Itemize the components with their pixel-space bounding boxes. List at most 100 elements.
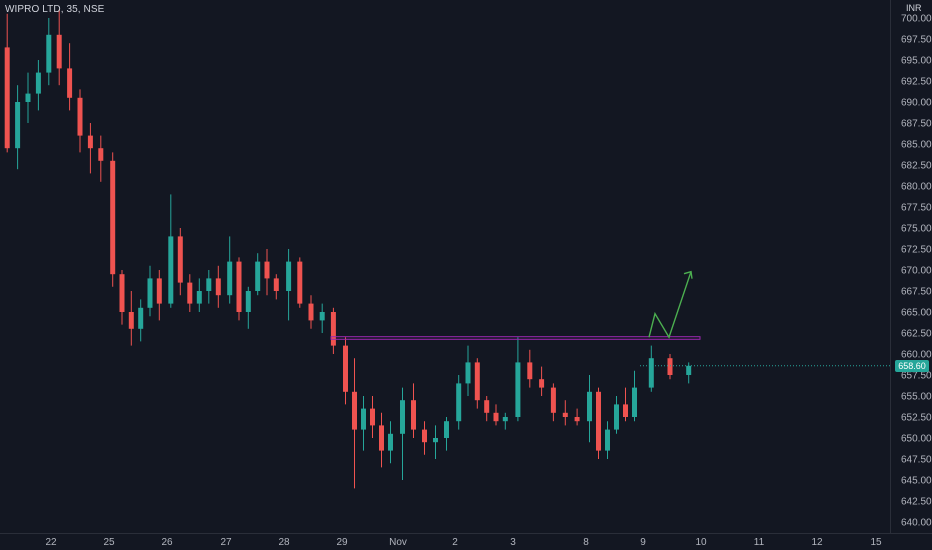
time-tick-label: 15 xyxy=(870,537,882,548)
price-tick-label: 645.00 xyxy=(901,476,932,487)
candle-body xyxy=(515,362,521,417)
time-tick-label: 3 xyxy=(510,537,516,548)
candles-layer xyxy=(4,9,692,489)
candle-body xyxy=(667,358,673,375)
candle-body xyxy=(15,102,21,149)
time-tick-label: 27 xyxy=(220,537,232,548)
candle-body xyxy=(187,282,193,304)
price-tick-label: 675.00 xyxy=(901,224,932,235)
projection-arrow[interactable] xyxy=(648,271,692,339)
candle-body xyxy=(623,404,628,417)
candle-body xyxy=(56,34,62,69)
candle-body xyxy=(77,97,83,136)
price-tick-label: 687.50 xyxy=(901,119,932,130)
candle-body xyxy=(527,362,533,380)
candle-body xyxy=(67,68,73,98)
time-tick-label: 28 xyxy=(278,537,290,548)
candle-body xyxy=(502,417,508,422)
time-tick-label: 12 xyxy=(811,537,823,548)
candle-body xyxy=(648,358,654,388)
price-tick-label: 697.50 xyxy=(901,35,932,46)
time-tick-label: 26 xyxy=(161,537,173,548)
time-tick-label: 22 xyxy=(45,537,57,548)
candle-body xyxy=(614,404,619,430)
time-tick-label: 8 xyxy=(583,537,589,548)
price-tick-label: 660.00 xyxy=(901,350,932,361)
currency-label: INR xyxy=(906,3,922,13)
candle-body xyxy=(632,387,637,417)
price-tick-label: 690.00 xyxy=(901,98,932,109)
candle-body xyxy=(110,160,116,275)
candle-body xyxy=(255,261,261,291)
candle-body xyxy=(596,391,601,451)
candle-body xyxy=(686,365,692,375)
candle-body xyxy=(156,278,162,304)
candle-body xyxy=(330,312,336,346)
candle-body xyxy=(286,261,292,291)
candle-body xyxy=(400,400,405,434)
candle-body xyxy=(539,379,545,388)
price-tick-label: 652.50 xyxy=(901,413,932,424)
candle-body xyxy=(370,408,375,426)
price-tick-label: 700.00 xyxy=(901,14,932,25)
resistance-line[interactable] xyxy=(330,336,701,340)
price-tick-label: 670.00 xyxy=(901,266,932,277)
candle-body xyxy=(264,261,270,279)
candle-body xyxy=(587,391,592,422)
candle-body xyxy=(352,391,357,430)
candle-body xyxy=(196,291,202,304)
candle-body xyxy=(98,148,104,161)
price-tick-label: 667.50 xyxy=(901,287,932,298)
candle-body xyxy=(465,362,471,384)
price-tick-label: 695.00 xyxy=(901,56,932,67)
price-tick-label: 677.50 xyxy=(901,203,932,214)
price-tick-label: 642.50 xyxy=(901,497,932,508)
price-tick-label: 692.50 xyxy=(901,77,932,88)
candle-body xyxy=(474,362,480,401)
candle-body xyxy=(236,261,242,312)
candle-body xyxy=(308,303,314,321)
candle-body xyxy=(562,412,568,417)
candle-body xyxy=(25,93,31,102)
time-tick-label: 2 xyxy=(452,537,458,548)
time-axis[interactable]: 22 25 26 27 28 29 Nov 2 3 8 9 10 11 12 15 xyxy=(45,537,882,548)
candle-body xyxy=(168,236,174,304)
candle-body xyxy=(87,135,93,149)
candle-body xyxy=(46,34,52,73)
candle-body xyxy=(147,278,153,308)
price-tick-label: 682.50 xyxy=(901,161,932,172)
projection-arrowhead xyxy=(683,270,693,279)
candle-body xyxy=(215,278,221,296)
candle-body xyxy=(177,236,183,283)
candle-body xyxy=(343,345,348,392)
price-tick-label: 665.00 xyxy=(901,308,932,319)
candle-body xyxy=(605,429,610,451)
candle-body xyxy=(138,307,144,329)
price-tick-label: 647.50 xyxy=(901,455,932,466)
price-axis[interactable]: 640.00 642.50 645.00 647.50 650.00 652.50 655.… xyxy=(901,14,932,529)
candle-body xyxy=(297,261,303,304)
time-tick-label: 11 xyxy=(754,537,765,548)
candle-body xyxy=(206,278,212,291)
symbol-title: WIPRO LTD, 35, NSE xyxy=(5,4,105,15)
candle-body xyxy=(493,412,499,422)
price-tick-label: 662.50 xyxy=(901,329,932,340)
time-tick-label: 29 xyxy=(336,537,348,548)
price-tick-label: 640.00 xyxy=(901,518,932,529)
candle-body xyxy=(4,47,10,149)
candle-body xyxy=(128,312,134,329)
price-tick-label: 657.50 xyxy=(901,371,932,382)
last-price-badge: 658.60 xyxy=(895,360,929,372)
time-tick-label: 25 xyxy=(103,537,115,548)
candle-body xyxy=(273,278,279,291)
candle-body xyxy=(227,261,233,296)
candle-body xyxy=(484,400,490,413)
price-tick-label: 655.00 xyxy=(901,392,932,403)
candle-body xyxy=(319,312,325,321)
candle-body xyxy=(361,408,366,430)
time-tick-label: Nov xyxy=(389,537,407,548)
price-tick-label: 672.50 xyxy=(901,245,932,256)
candle-body xyxy=(574,417,580,422)
